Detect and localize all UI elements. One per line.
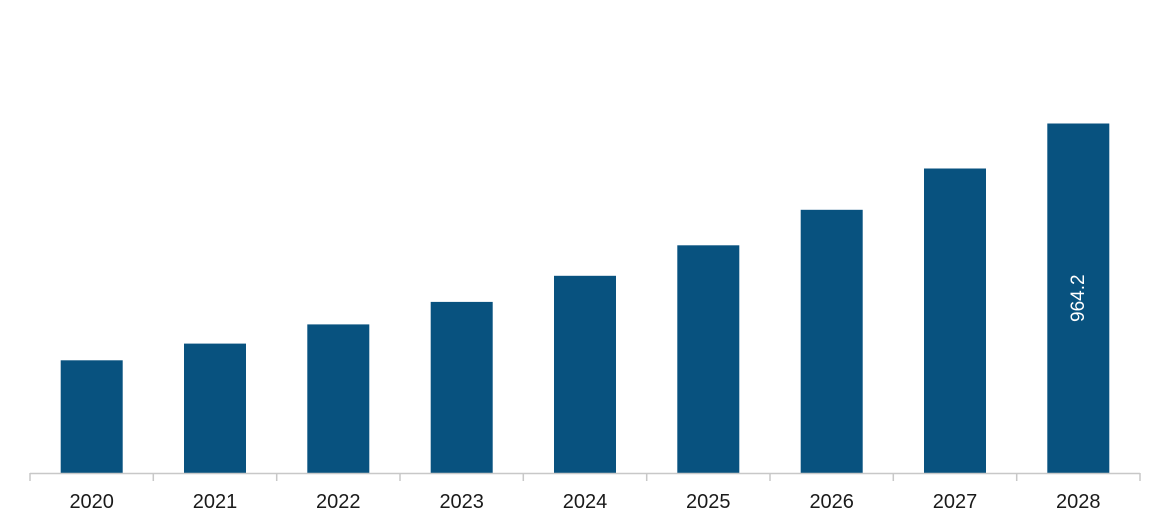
bar-2023: [430, 301, 493, 473]
data-label-2028: 964.2: [1068, 274, 1089, 322]
bar-2020: [60, 360, 123, 473]
bar-2022: [307, 324, 370, 473]
bar-2027: [924, 168, 986, 473]
x-tick-label-2023: 2023: [439, 491, 484, 513]
bar-2025: [677, 245, 740, 473]
x-tick-label-2026: 2026: [809, 491, 854, 513]
x-tick-label-2027: 2027: [933, 491, 978, 513]
x-tick-label-2024: 2024: [563, 491, 608, 513]
bar-2021: [184, 343, 246, 473]
bars-layer: [60, 123, 1110, 474]
x-tick-label-2028: 2028: [1056, 491, 1101, 513]
x-axis: 2020 2021 2022 2023 2024 2025 2026 2027 2028: [29, 472, 1141, 513]
x-tick-label-2025: 2025: [686, 491, 731, 513]
data-labels-layer: 964.2: [1068, 274, 1089, 322]
x-tick-label-2020: 2020: [69, 491, 114, 513]
x-tick-label-2021: 2021: [193, 491, 238, 513]
bar-2026: [800, 209, 863, 474]
bar-2028: [1047, 123, 1110, 473]
bar-2024: [554, 275, 616, 473]
x-tick-label-2022: 2022: [316, 491, 361, 513]
